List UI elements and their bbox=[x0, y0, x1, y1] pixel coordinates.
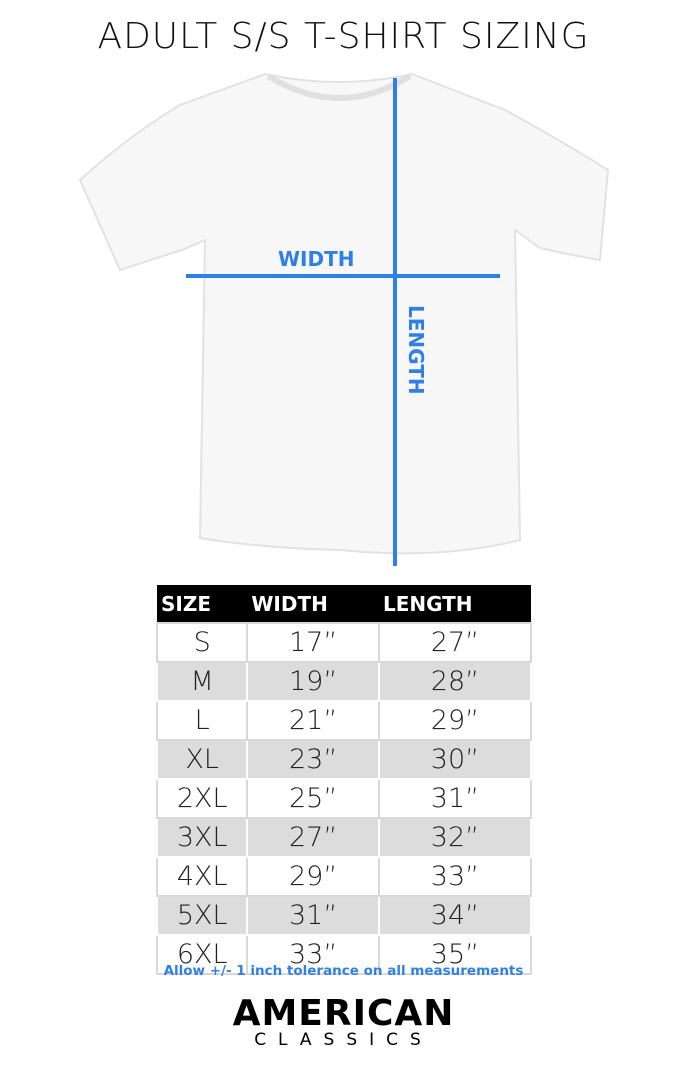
header-length: LENGTH bbox=[378, 585, 531, 623]
width-cell: 23” bbox=[246, 739, 380, 780]
length-cell: 30” bbox=[377, 739, 533, 780]
page-title: ADULT S/S T-SHIRT SIZING bbox=[97, 16, 590, 57]
table-row: 3XL 27” 32” bbox=[155, 817, 533, 858]
length-label: LENGTH bbox=[404, 305, 428, 395]
table-row: S 17” 27” bbox=[155, 622, 533, 663]
size-cell: XL bbox=[155, 739, 249, 780]
brand-logo-line1: AMERICAN bbox=[232, 993, 455, 1034]
table-row: 6XL 33” 35” bbox=[155, 934, 533, 975]
table-row: 5XL 31” 34” bbox=[155, 895, 533, 936]
size-table: SIZE WIDTH LENGTH S 17” 27” M 19” 28” L 21” 29” X… bbox=[155, 585, 533, 975]
size-cell: L bbox=[155, 700, 249, 741]
header-size: SIZE bbox=[157, 585, 248, 623]
length-cell: 35” bbox=[377, 934, 533, 975]
size-cell: 3XL bbox=[155, 817, 249, 858]
length-cell: 29” bbox=[377, 700, 533, 741]
width-cell: 33” bbox=[246, 934, 380, 975]
brand-logo-line2: CLASSICS bbox=[254, 1030, 433, 1050]
size-cell: S bbox=[155, 622, 249, 663]
length-cell: 27” bbox=[377, 622, 533, 663]
header-width: WIDTH bbox=[247, 585, 379, 623]
length-cell: 28” bbox=[377, 661, 533, 702]
tshirt-diagram bbox=[78, 72, 610, 566]
tshirt-shape bbox=[78, 72, 610, 555]
size-cell: M bbox=[155, 661, 249, 702]
table-row: XL 23” 30” bbox=[155, 739, 533, 780]
width-label: WIDTH bbox=[278, 247, 355, 271]
table-row: L 21” 29” bbox=[155, 700, 533, 741]
length-cell: 33” bbox=[377, 856, 533, 897]
table-row: 4XL 29” 33” bbox=[155, 856, 533, 897]
width-cell: 27” bbox=[246, 817, 380, 858]
table-row: M 19” 28” bbox=[155, 661, 533, 702]
size-cell: 4XL bbox=[155, 856, 249, 897]
width-cell: 29” bbox=[246, 856, 380, 897]
width-cell: 19” bbox=[246, 661, 380, 702]
table-row: 2XL 25” 31” bbox=[155, 778, 533, 819]
length-cell: 34” bbox=[377, 895, 533, 936]
length-cell: 31” bbox=[377, 778, 533, 819]
width-cell: 31” bbox=[246, 895, 380, 936]
length-cell: 32” bbox=[377, 817, 533, 858]
size-cell: 6XL bbox=[155, 934, 249, 975]
size-cell: 2XL bbox=[155, 778, 249, 819]
width-cell: 21” bbox=[246, 700, 380, 741]
tolerance-note: Allow +/- 1 inch tolerance on all measur… bbox=[163, 963, 524, 979]
width-cell: 25” bbox=[246, 778, 380, 819]
size-cell: 5XL bbox=[155, 895, 249, 936]
width-cell: 17” bbox=[246, 622, 380, 663]
